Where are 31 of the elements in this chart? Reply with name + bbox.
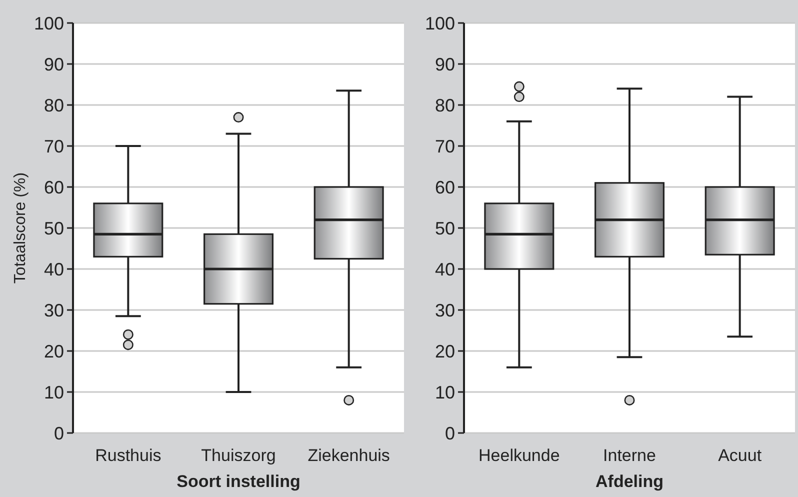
x-tick-label: Rusthuis bbox=[95, 446, 162, 465]
x-tick-label: Interne bbox=[603, 446, 656, 465]
x-tick-label: Heelkunde bbox=[478, 446, 560, 465]
y-tick-label: 10 bbox=[44, 382, 64, 402]
y-tick-label: 50 bbox=[434, 218, 455, 238]
y-tick-label: 60 bbox=[44, 177, 64, 198]
y-tick-label: 50 bbox=[44, 218, 64, 238]
y-tick-label: 70 bbox=[44, 136, 64, 156]
y-tick-label: 30 bbox=[434, 300, 455, 320]
y-tick-label: 0 bbox=[444, 423, 455, 444]
y-tick-label: 80 bbox=[44, 95, 64, 116]
x-tick-label: Acuut bbox=[718, 446, 762, 465]
y-tick-label: 10 bbox=[434, 382, 455, 402]
x-tick-label: Thuiszorg bbox=[201, 446, 276, 465]
y-tick-label: 20 bbox=[44, 341, 64, 362]
x-tick-label: Ziekenhuis bbox=[308, 446, 390, 465]
y-tick-label: 100 bbox=[34, 13, 64, 34]
x-axis-title: Afdeling bbox=[596, 472, 664, 491]
y-tick-label: 0 bbox=[54, 423, 64, 444]
y-tick-label: 40 bbox=[44, 259, 64, 280]
y-tick-label: 30 bbox=[44, 300, 64, 320]
y-tick-label: 80 bbox=[434, 95, 455, 116]
y-tick-label: 60 bbox=[434, 177, 455, 198]
y-tick-label: 90 bbox=[434, 54, 455, 74]
y-tick-label: 70 bbox=[434, 136, 455, 156]
y-axis-title: Totaalscore (%) bbox=[12, 172, 29, 284]
y-tick-label: 40 bbox=[434, 259, 455, 280]
y-tick-label: 20 bbox=[434, 341, 455, 362]
y-tick-label: 90 bbox=[44, 54, 64, 74]
x-axis-title: Soort instelling bbox=[176, 472, 300, 491]
y-tick-label: 100 bbox=[424, 13, 455, 34]
